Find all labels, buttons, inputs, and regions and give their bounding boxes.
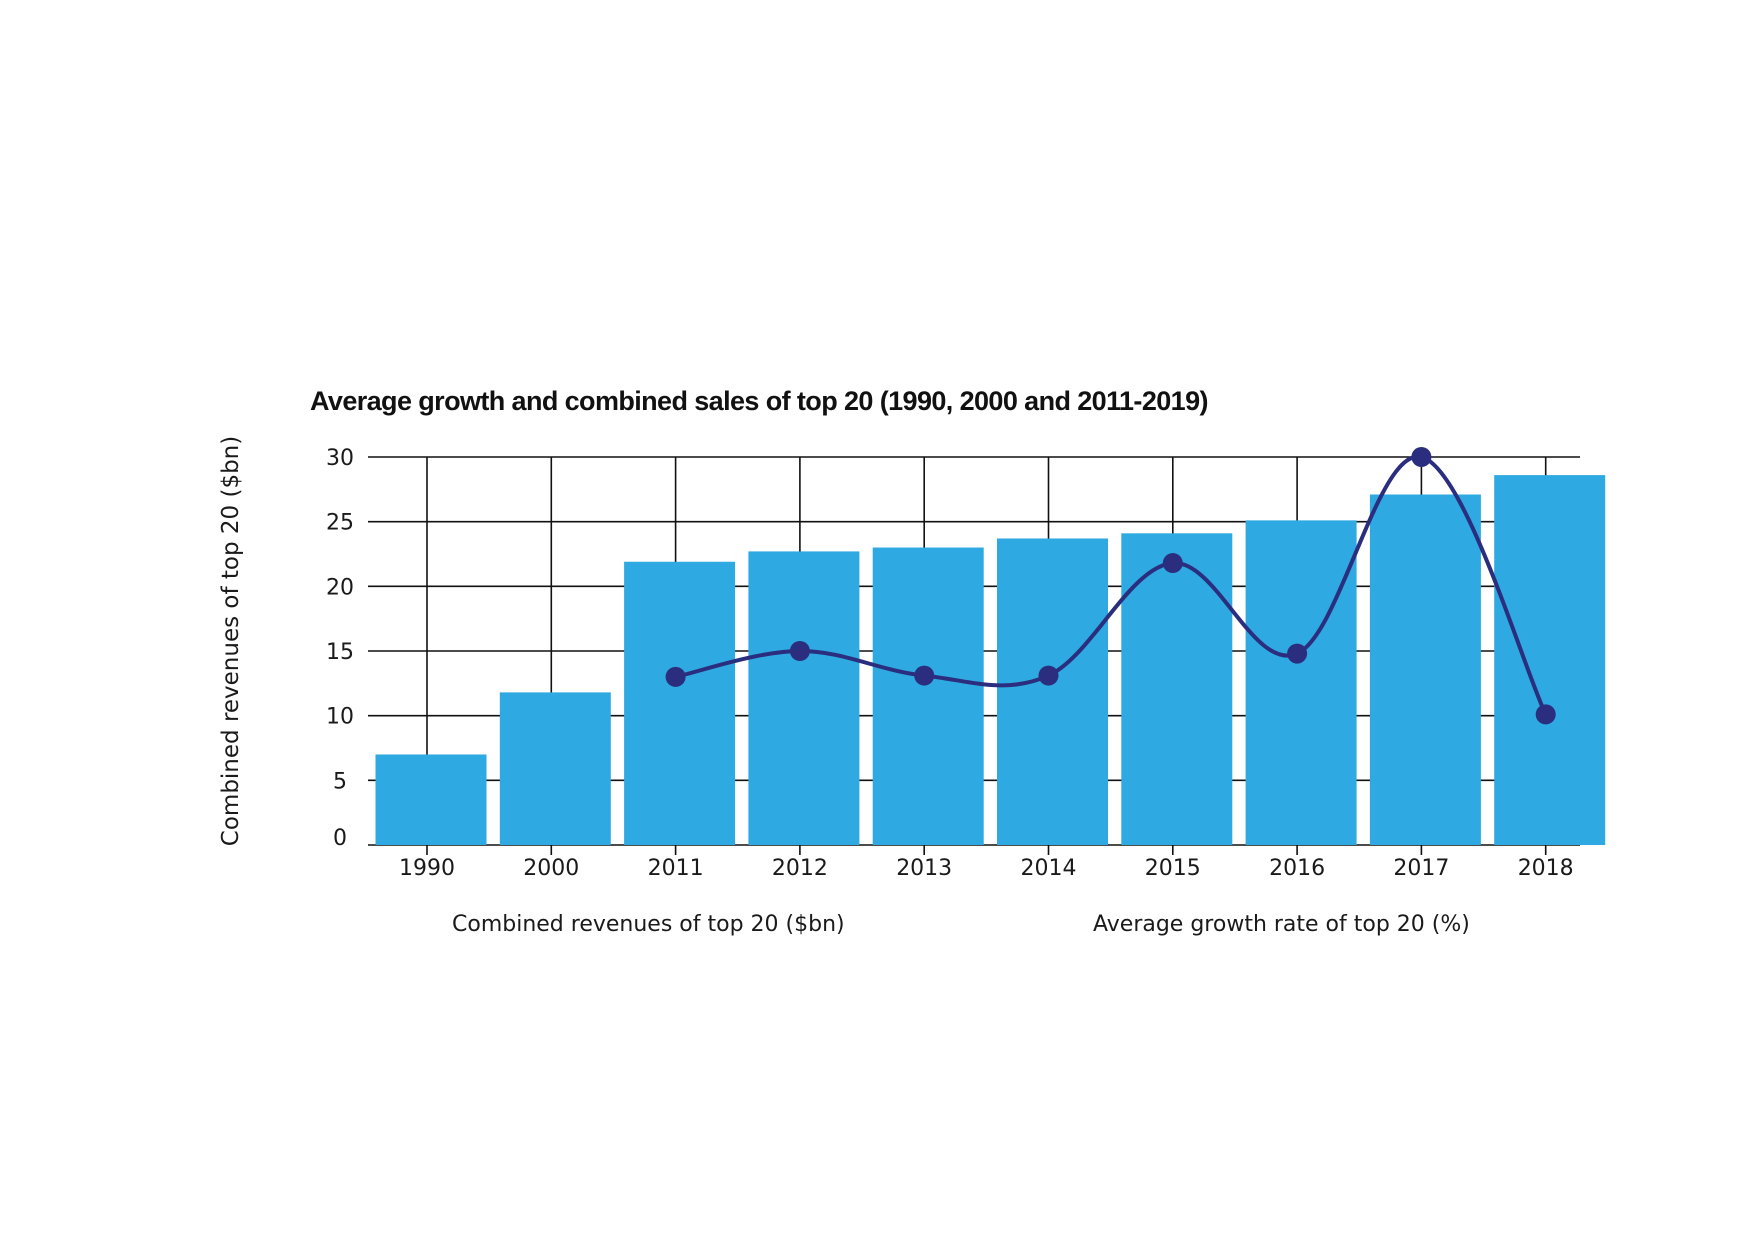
x-tick-label: 2012 [772,856,828,881]
axis-ticks: 0 5 10 15 20 25 30 1990 2000 2011 2012 2013 2014 2015… [326,446,1574,881]
bars [375,475,1606,845]
y-tick-label: 5 [333,769,347,794]
growth-point-2011 [665,666,686,687]
growth-point-2017 [1411,447,1432,467]
bar-2012 [748,551,860,845]
bar-2018 [1494,475,1606,845]
bar-2013 [872,547,984,845]
growth-line [665,447,1556,725]
y-tick-label: 30 [326,446,354,471]
chart-title: Average growth and combined sales of top… [310,386,1208,416]
growth-point-2012 [789,641,810,661]
y-tick-label: 15 [326,640,354,665]
x-tick-label: 2000 [523,856,579,881]
y-tick-label: 25 [326,511,354,536]
x-tick-label: 2013 [896,856,952,881]
x-tick-label: 2018 [1518,856,1574,881]
growth-point-2018 [1535,704,1556,725]
legend-average-growth-rate: Average growth rate of top 20 (%) [1093,912,1470,937]
y-tick-label: 20 [326,575,354,600]
y-tick-label: 10 [326,705,354,730]
x-tick-label: 2017 [1393,856,1449,881]
bar-2016 [1245,520,1357,845]
x-tick-label: 1990 [399,856,455,881]
bar-2000 [499,692,611,845]
x-tick-label: 2015 [1145,856,1201,881]
growth-point-2013 [914,665,935,686]
growth-point-2016 [1287,643,1308,664]
growth-point-2015 [1162,553,1183,574]
y-axis-label: Combined revenues of top 20 ($bn) [218,436,244,846]
bar-2011 [624,561,736,845]
x-tick-label: 2014 [1021,856,1077,881]
bar-1990 [375,754,487,845]
legend-combined-revenues: Combined revenues of top 20 ($bn) [452,912,845,937]
growth-point-2014 [1038,665,1059,686]
bar-2014 [997,538,1108,845]
bar-2017 [1369,494,1481,845]
y-tick-label: 0 [333,826,347,851]
x-tick-label: 2011 [648,856,704,881]
x-tick-label: 2016 [1269,856,1325,881]
